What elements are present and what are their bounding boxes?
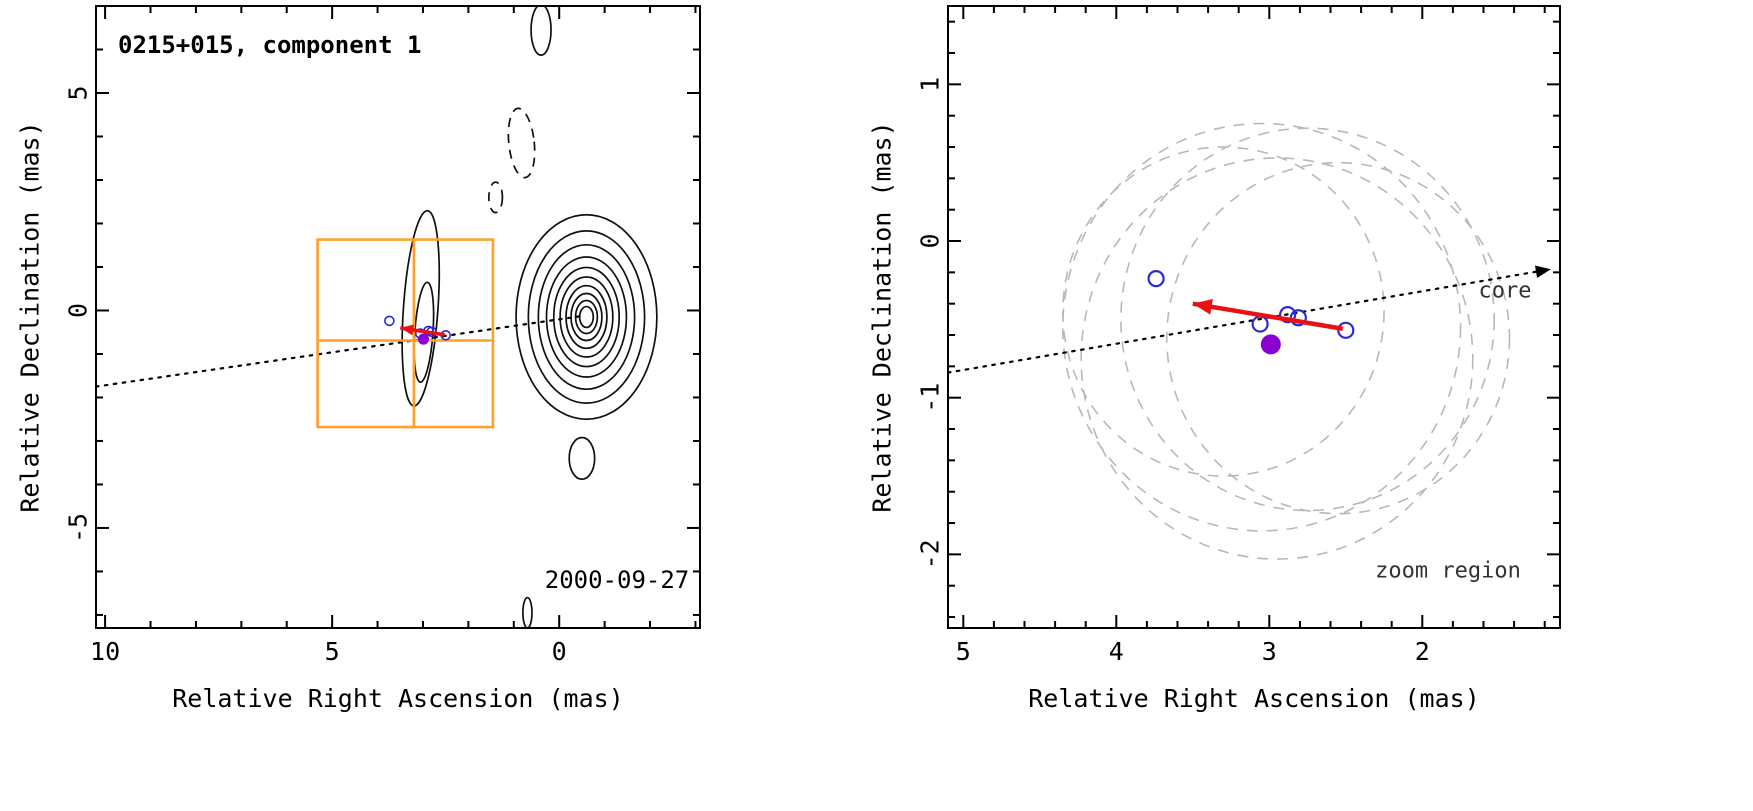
core-contour	[574, 299, 599, 335]
x-tick-label: 5	[325, 637, 340, 666]
right-x-axis-label: Relative Right Ascension (mas)	[1028, 684, 1480, 713]
core-annotation: core	[1478, 278, 1532, 304]
y-tick-label: 0	[916, 233, 945, 248]
core-contour	[578, 305, 595, 329]
contour	[568, 436, 596, 481]
error-circle	[1080, 157, 1474, 560]
arrow-head	[1192, 298, 1213, 315]
arrow-head	[1534, 265, 1551, 278]
component-position-marker	[1337, 321, 1355, 339]
core-contour	[559, 276, 614, 358]
right-y-axis-label: Relative Declination (mas)	[867, 121, 897, 513]
y-tick-label: -2	[916, 539, 945, 569]
left-ticks	[96, 5, 700, 628]
x-tick-label: 4	[1109, 637, 1124, 666]
jet-axis-dotted-line	[96, 314, 586, 388]
error-circle	[1061, 122, 1462, 532]
component-position-marker	[384, 315, 395, 327]
error-circle	[1061, 146, 1385, 477]
component-position-marker	[1289, 309, 1307, 327]
x-tick-label: 0	[552, 637, 567, 666]
proper-motion-arrow	[1192, 301, 1344, 331]
arrow-head	[400, 324, 414, 336]
left-x-axis-label: Relative Right Ascension (mas)	[172, 684, 624, 713]
contour	[530, 6, 552, 56]
component-position-marker	[1147, 270, 1165, 288]
left-axes-frame	[95, 5, 701, 629]
y-tick-label: -5	[64, 513, 93, 543]
y-tick-label: -1	[916, 383, 945, 413]
core-contour	[527, 230, 646, 404]
x-tick-label: 5	[956, 637, 971, 666]
right-plot-area	[948, 122, 1552, 560]
left-plot-area	[96, 6, 658, 628]
core-contour	[552, 266, 621, 368]
epoch-date-label: 2000-09-27	[544, 566, 690, 594]
y-tick-label: 1	[916, 77, 945, 92]
core-contour	[545, 256, 628, 378]
y-tick-label: 0	[64, 303, 93, 318]
component-position-marker	[1279, 306, 1297, 324]
left-y-axis-label: Relative Declination (mas)	[15, 121, 45, 513]
y-tick-label: 5	[64, 85, 93, 100]
x-tick-label: 2	[1415, 637, 1430, 666]
contour	[487, 181, 504, 214]
current-epoch-marker	[1260, 334, 1281, 355]
x-tick-label: 3	[1262, 637, 1277, 666]
zoom-box	[316, 238, 495, 429]
right-ticks	[948, 6, 1560, 628]
source-title: 0215+015, component 1	[118, 31, 422, 59]
contour	[507, 107, 536, 179]
jet-axis-dotted-line	[948, 268, 1552, 374]
error-circle	[1165, 161, 1511, 515]
zoom-region-annotation: zoom region	[1375, 558, 1521, 584]
core-contour	[515, 213, 658, 421]
core-contour	[537, 243, 636, 391]
error-circle	[1120, 127, 1496, 512]
core-contour	[565, 284, 608, 350]
x-tick-label: 10	[90, 637, 120, 666]
current-epoch-marker	[417, 333, 429, 345]
contour	[522, 596, 533, 628]
right-axes-frame	[947, 5, 1561, 629]
